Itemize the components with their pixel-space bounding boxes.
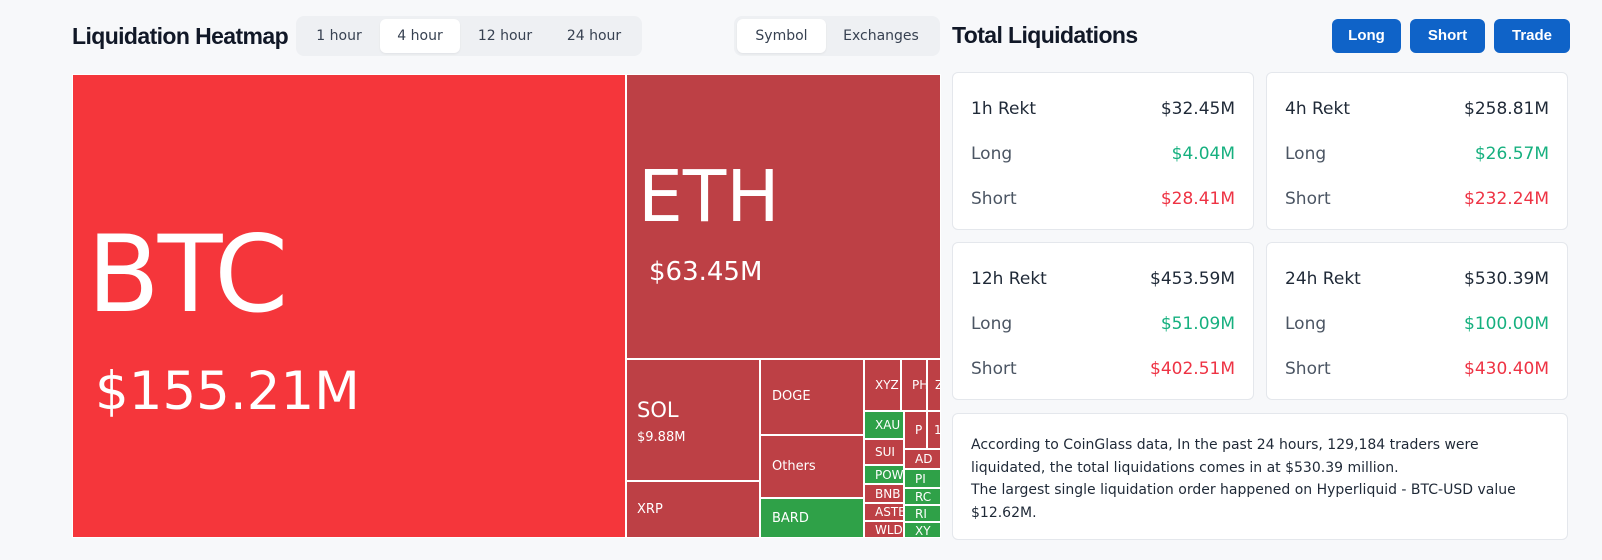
tile-symbol: ASTE (875, 505, 904, 519)
stats-card-4h: 4h Rekt $258.81M Long $26.57M Short $232.24… (1266, 72, 1568, 230)
tab-1-hour[interactable]: 1 hour (316, 28, 362, 44)
heatmap-title: Liquidation Heatmap (72, 23, 289, 49)
tile-symbol: XAU (875, 418, 901, 432)
short-button[interactable]: Short (1410, 19, 1485, 53)
tile-btc[interactable]: BTC $155.21M (72, 74, 626, 538)
summary-text: According to CoinGlass data, In the past… (971, 437, 1479, 476)
tile-ad[interactable]: AD (904, 449, 941, 469)
long-button[interactable]: Long (1332, 19, 1401, 53)
long-label: Long (971, 144, 1013, 164)
tab-24-hour[interactable]: 24 hour (566, 28, 622, 44)
tile-symbol: WLD (875, 523, 903, 537)
tile-xy[interactable]: XY (904, 522, 941, 538)
tile-value: $9.88M (637, 430, 686, 445)
long-value: $51.09M (1160, 314, 1235, 334)
tile-value: $63.45M (649, 257, 763, 287)
tile-doge[interactable]: DOGE (760, 359, 864, 435)
tile-symbol: XRP (637, 502, 663, 517)
stats-card-12h: 12h Rekt $453.59M Long $51.09M Short $402.5… (952, 242, 1254, 400)
total-value: $258.81M (1464, 99, 1549, 119)
tab-12-hour[interactable]: 12 hour (477, 28, 533, 44)
tile-symbol: 1 (934, 423, 941, 437)
tab-4-hour[interactable]: 4 hour (380, 19, 460, 53)
tile-sol[interactable]: SOL $9.88M (626, 359, 760, 481)
tile-symbol: BNB (875, 487, 901, 501)
short-label: Short (1285, 359, 1331, 379)
period-label: 24h Rekt (1285, 269, 1361, 289)
tile-others[interactable]: Others (760, 435, 864, 498)
tile-xau[interactable]: XAU (864, 411, 904, 439)
tile-symbol: BARD (772, 511, 809, 526)
tile-symbol: RI (915, 507, 927, 521)
tile-sui[interactable]: SUI (864, 439, 904, 465)
tile-aste[interactable]: ASTE (864, 503, 904, 521)
short-value: $430.40M (1464, 359, 1549, 379)
tile-pi[interactable]: PI (904, 469, 941, 488)
tile-symbol: POW (875, 468, 904, 482)
tile-symbol: AD (915, 452, 933, 466)
tile-xyz[interactable]: XYZ (864, 359, 901, 411)
long-label: Long (1285, 144, 1327, 164)
tile-symbol: PH (912, 378, 927, 392)
short-label: Short (971, 359, 1017, 379)
tile-symbol: P (915, 423, 923, 437)
tab-exchanges[interactable]: Exchanges (843, 28, 919, 44)
tile-symbol: Others (772, 459, 816, 474)
tile-wld[interactable]: WLD (864, 521, 904, 538)
short-value: $402.51M (1150, 359, 1235, 379)
tile-value: $155.21M (95, 361, 360, 422)
tile-z[interactable]: Z (927, 359, 941, 411)
total-value: $453.59M (1150, 269, 1235, 289)
tile-ri[interactable]: RI (904, 505, 941, 522)
view-mode-tabs: Symbol Exchanges (734, 16, 940, 56)
short-label: Short (1285, 189, 1331, 209)
tile-symbol: SOL (637, 398, 679, 422)
tile-symbol: BTC (87, 213, 288, 336)
tile-ph[interactable]: PH (901, 359, 927, 411)
tab-symbol[interactable]: Symbol (737, 19, 826, 53)
tile-pow[interactable]: POW (864, 465, 904, 484)
period-label: 12h Rekt (971, 269, 1047, 289)
time-range-tabs: 1 hour 4 hour 12 hour 24 hour (296, 16, 642, 56)
largest-order-text: The largest single liquidation order hap… (971, 482, 1516, 521)
tile-symbol: PI (915, 472, 926, 486)
total-value: $530.39M (1464, 269, 1549, 289)
tile-eth[interactable]: ETH $63.45M (626, 74, 941, 359)
total-value: $32.45M (1160, 99, 1235, 119)
short-label: Short (971, 189, 1017, 209)
tile-rc[interactable]: RC (904, 488, 941, 505)
trade-button[interactable]: Trade (1494, 19, 1570, 53)
tile-symbol: ETH (638, 155, 780, 238)
short-value: $232.24M (1464, 189, 1549, 209)
tile-symbol: SUI (875, 445, 895, 459)
tile-symbol: Z (935, 378, 940, 392)
liquidation-heatmap: BTC $155.21M ETH $63.45M SOL $9.88M XRP … (72, 74, 941, 538)
period-label: 1h Rekt (971, 99, 1037, 119)
tile-xrp[interactable]: XRP (626, 481, 760, 538)
long-label: Long (971, 314, 1013, 334)
long-label: Long (1285, 314, 1327, 334)
tile-symbol: RC (915, 490, 932, 504)
tile-1[interactable]: 1 (927, 411, 941, 449)
period-label: 4h Rekt (1285, 99, 1351, 119)
total-liquidations-title: Total Liquidations (952, 22, 1138, 48)
tile-bard[interactable]: BARD (760, 498, 864, 538)
tile-symbol: XY (915, 524, 931, 538)
long-value: $26.57M (1474, 144, 1549, 164)
tile-symbol: XYZ (875, 378, 899, 392)
stats-card-24h: 24h Rekt $530.39M Long $100.00M Short $430.… (1266, 242, 1568, 400)
long-value: $4.04M (1171, 144, 1235, 164)
stats-card-1h: 1h Rekt $32.45M Long $4.04M Short $28.41M (952, 72, 1254, 230)
tile-symbol: DOGE (772, 389, 811, 404)
long-value: $100.00M (1464, 314, 1549, 334)
summary-card: According to CoinGlass data, In the past… (952, 413, 1568, 540)
tile-bnb[interactable]: BNB (864, 484, 904, 503)
tile-p[interactable]: P (904, 411, 927, 449)
short-value: $28.41M (1160, 189, 1235, 209)
